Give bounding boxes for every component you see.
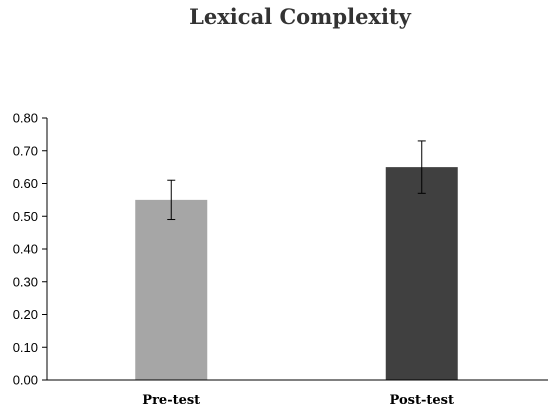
chart-title: Lexical Complexity (189, 4, 411, 29)
y-tick-label: 0.80 (13, 111, 38, 126)
y-tick-label: 0.10 (13, 340, 38, 355)
y-tick-label: 0.20 (13, 307, 38, 322)
x-tick-label: Post-test (390, 393, 454, 408)
bar-post-test (385, 167, 458, 380)
y-axis: 0.00 0.10 0.20 0.30 0.40 0.50 0.60 0.70 0.80 (13, 111, 48, 388)
x-axis: Pre-test Post-test (47, 379, 548, 408)
y-tick-label: 0.30 (13, 274, 38, 289)
y-tick-label: 0.70 (13, 143, 38, 158)
y-tick-label: 0.40 (13, 242, 38, 257)
y-tick-label: 0.60 (13, 176, 38, 191)
x-tick-label: Pre-test (142, 393, 200, 408)
bar-pre-test (135, 199, 208, 380)
bars (135, 167, 458, 380)
y-tick-label: 0.50 (13, 209, 38, 224)
y-tick-label: 0.00 (13, 373, 38, 388)
error-bars (167, 140, 426, 221)
